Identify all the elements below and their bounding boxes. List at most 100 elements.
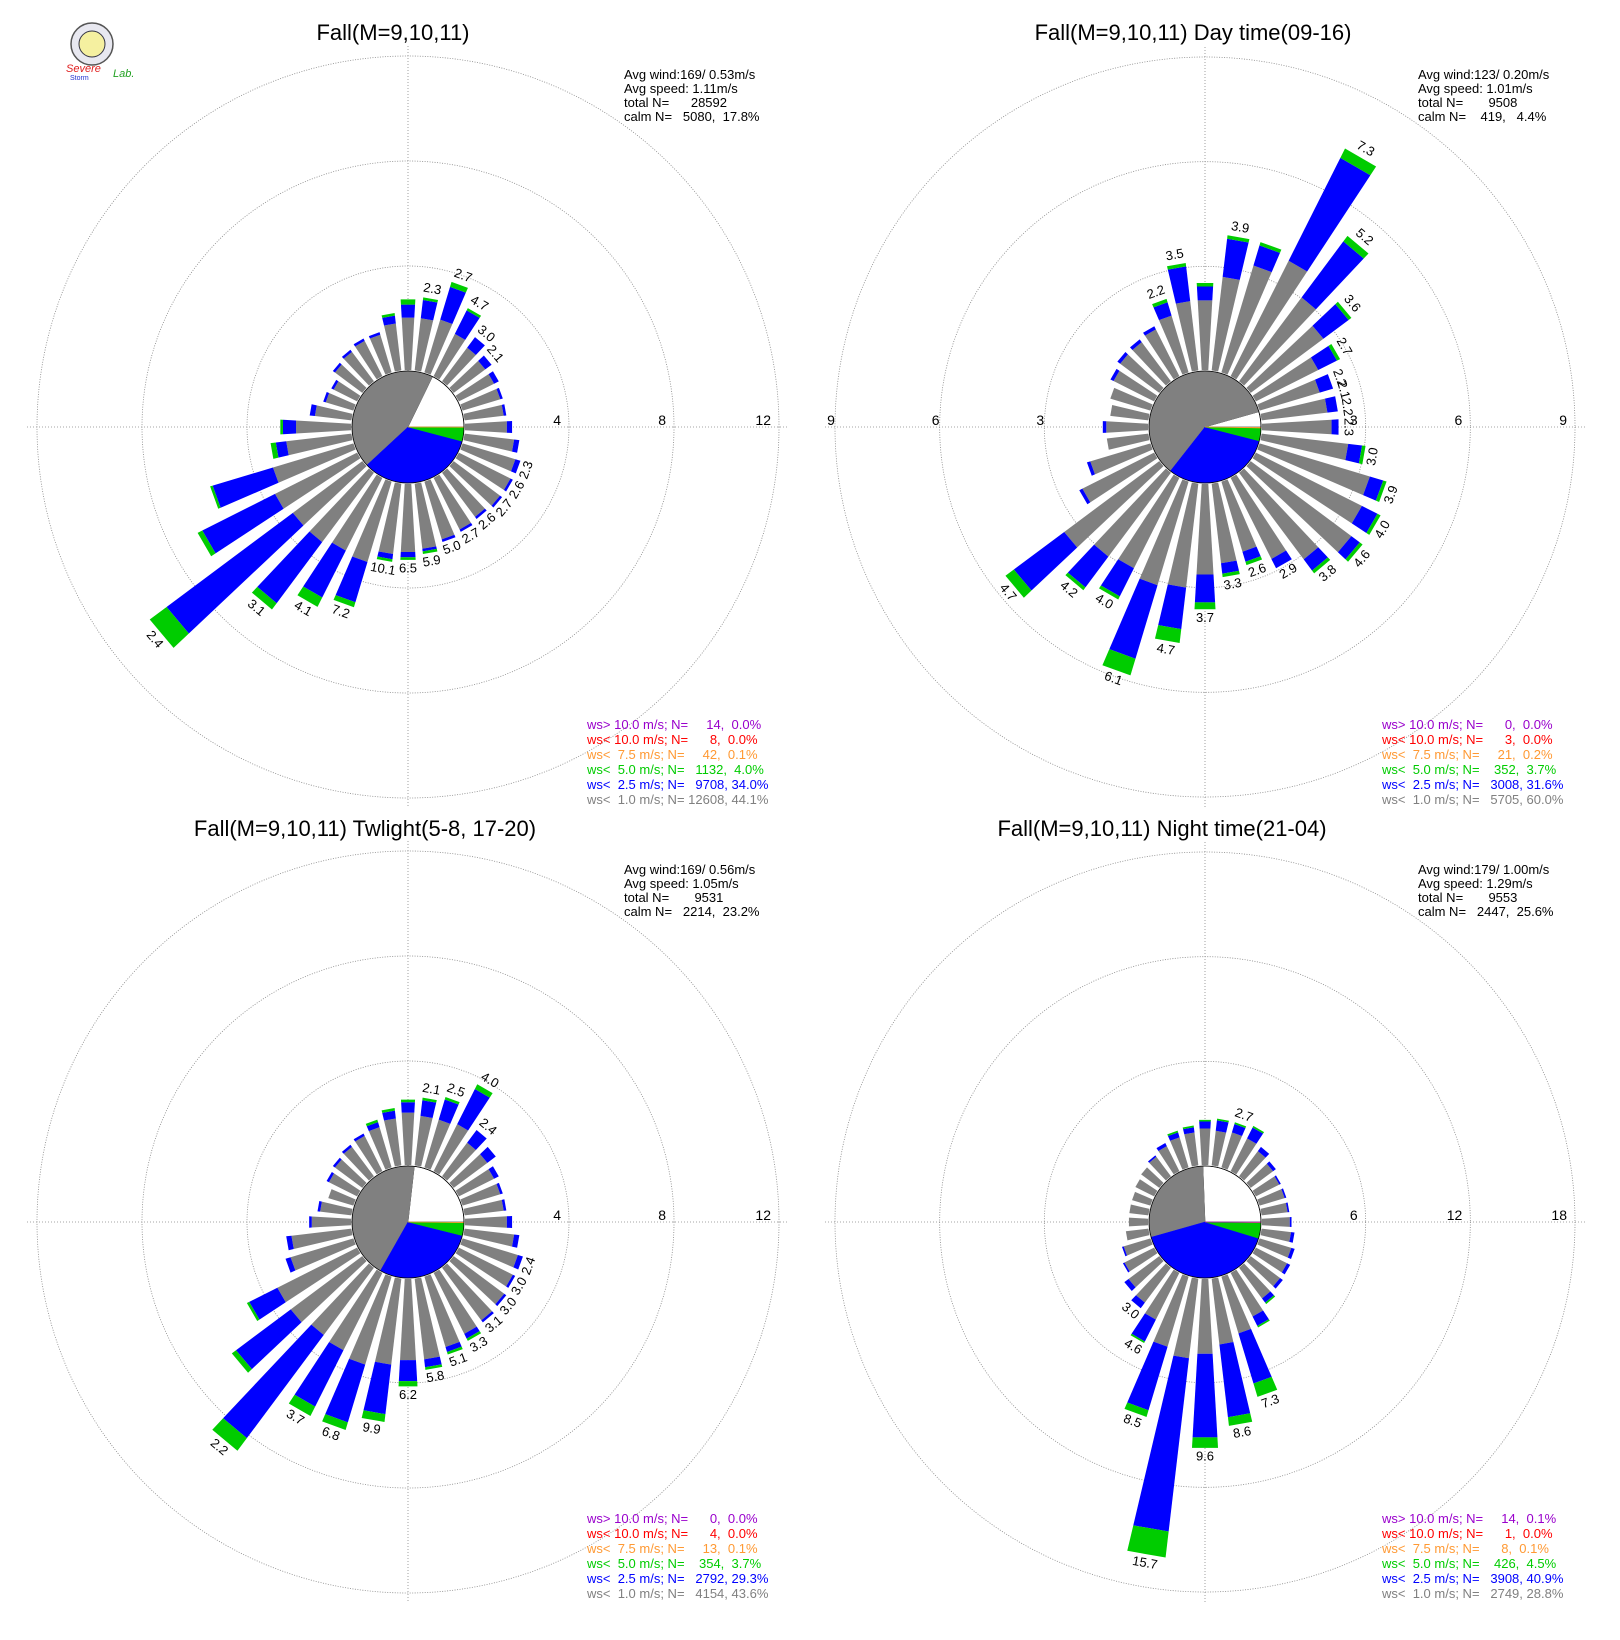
- wind-bar-50-lt2_5: [1266, 1161, 1276, 1172]
- wind-bar-20-lt2_5: [1253, 245, 1280, 273]
- wind-bar-20-lt2_5: [1231, 1123, 1246, 1137]
- wind-bar-260-lt1: [1106, 433, 1150, 450]
- wind-bar-230-lt1: [290, 1256, 367, 1323]
- wind-bar-210-lt2_5: [303, 542, 346, 598]
- wind-bar-300-lt2_5: [326, 1171, 335, 1183]
- wind-bar-330-lt1: [1158, 1146, 1180, 1175]
- wind-bar-50-lt1: [1246, 325, 1324, 393]
- bar-value-label: 3.9: [1230, 218, 1250, 236]
- wind-bar-230-lt2_5: [236, 1309, 302, 1370]
- wind-bar-240-lt1: [274, 452, 361, 509]
- wind-bar-160-lt5: [1245, 556, 1263, 566]
- wind-bar-230-lt2_5: [1013, 531, 1078, 591]
- legend-entry-lt2_5: ws< 2.5 m/s; N= 2792, 29.3%: [586, 1571, 769, 1586]
- bar-value-label: 2.3: [422, 280, 442, 298]
- legend-entry-lt7_5: ws< 7.5 m/s; N= 13, 0.1%: [586, 1541, 758, 1556]
- wind-rose-panel: Fall(M=9,10,11) Twlight(5-8, 17-20) 4 8 12 2…: [27, 816, 789, 1603]
- stat-line: total N= 9531: [624, 890, 723, 905]
- wind-bar-290-lt1: [325, 393, 356, 411]
- wind-bar-330-lt2_5: [1156, 1143, 1167, 1152]
- wind-bar-170-lt5: [425, 1364, 443, 1370]
- wind-bar-60-lt1: [455, 1169, 495, 1197]
- wind-bar-0-lt1: [1199, 1128, 1211, 1166]
- ring-label: 8: [658, 1207, 666, 1223]
- wind-bar-350-lt5: [381, 1108, 395, 1113]
- wind-bar-180-lt5: [400, 557, 416, 560]
- wind-bar-280-lt2_5: [317, 1201, 322, 1212]
- wind-bar-110-lt2_5: [513, 1254, 523, 1270]
- wind-bar-120-lt1: [1252, 1247, 1288, 1273]
- wind-bar-240-lt5: [246, 1301, 260, 1322]
- wind-bar-90-lt1: [1261, 1217, 1290, 1227]
- wind-bar-190-lt5: [361, 1410, 386, 1422]
- ring-gridline: [246, 265, 570, 589]
- wind-bar-310-lt1: [1120, 354, 1164, 393]
- wind-bar-100-lt1: [1260, 433, 1349, 461]
- wind-bar-190-lt5: [1154, 625, 1182, 644]
- wind-bar-160-lt2_5: [1242, 546, 1261, 562]
- wind-bar-130-lt2_5: [495, 1293, 507, 1307]
- bar-value-label: 3.7: [1196, 610, 1214, 625]
- wind-bar-80-lt2_5: [501, 1199, 507, 1211]
- wind-bar-320-lt1: [1149, 1156, 1171, 1181]
- wind-bar-350-lt1: [1184, 1132, 1199, 1167]
- stat-line: Avg speed: 1.11m/s: [624, 81, 738, 96]
- wind-bar-220-lt5: [1065, 572, 1086, 591]
- bar-value-label: 6.8: [320, 1423, 342, 1443]
- wind-bar-170-lt5: [1227, 1413, 1253, 1426]
- wind-bar-200-lt5: [1124, 1402, 1149, 1417]
- wind-bar-290-lt1: [328, 1189, 356, 1206]
- lab-name-storm: Storm: [70, 75, 89, 82]
- wind-bar-10-lt2_5: [1215, 1120, 1229, 1133]
- wind-bar-220-lt1: [309, 468, 374, 543]
- wind-bar-190-lt1: [1167, 482, 1199, 588]
- wind-bar-180-lt5: [398, 1381, 418, 1387]
- wind-bar-340-lt1: [369, 334, 392, 375]
- wind-bar-170-lt5: [1222, 570, 1240, 578]
- wind-bar-150-lt1: [433, 474, 472, 530]
- wind-bar-150-lt2_5: [1252, 1310, 1269, 1326]
- bar-value-label: 6.5: [399, 561, 417, 576]
- wind-bar-130-lt1: [1246, 461, 1352, 553]
- wind-bar-330-lt1: [355, 340, 383, 380]
- wind-bar-220-lt2_5: [1131, 1295, 1145, 1309]
- legend-entry-lt2_5: ws< 2.5 m/s; N= 3908, 40.9%: [1381, 1571, 1564, 1586]
- wind-bar-50-lt1: [449, 360, 486, 393]
- wind-bar-150-lt5: [1257, 1319, 1270, 1328]
- wind-bar-340-lt2_5: [1153, 302, 1172, 321]
- wind-bar-350-lt5: [1167, 262, 1187, 270]
- legend-entry-gt10: ws> 10.0 m/s; N= 14, 0.0%: [586, 717, 762, 732]
- ring-gridline: [834, 56, 1576, 798]
- wind-bar-350-lt2_5: [1167, 266, 1191, 304]
- stat-line: Avg speed: 1.05m/s: [624, 876, 739, 891]
- wind-bar-310-lt1: [334, 1159, 367, 1188]
- wind-bar-230-lt1: [1064, 461, 1164, 548]
- wind-bar-170-lt1: [1211, 482, 1237, 564]
- wind-bar-350-lt2_5: [1183, 1127, 1195, 1135]
- wind-bar-320-lt2_5: [341, 1144, 352, 1154]
- wind-bar-190-lt1: [374, 1277, 402, 1365]
- wind-rose-panel: Fall(M=9,10,11)4 8 122.32.74.73.02.12.32.6…: [27, 20, 789, 808]
- legend-entry-lt5: ws< 5.0 m/s; N= 352, 3.7%: [1381, 762, 1557, 777]
- wind-bar-350-lt1: [384, 1118, 402, 1167]
- wind-bar-110-lt1: [460, 1238, 518, 1268]
- wind-bar-30-lt1: [1230, 1138, 1257, 1175]
- bar-value-label: 9.9: [361, 1419, 381, 1437]
- wind-bar-100-lt1: [1260, 1228, 1292, 1242]
- wind-bar-90-lt2_5: [506, 1215, 513, 1229]
- wind-bar-300-lt1: [333, 381, 361, 402]
- calm-circle: [351, 1165, 465, 1279]
- bar-value-label: 2.2: [1339, 397, 1356, 417]
- wind-bar-20-lt1: [424, 319, 453, 375]
- wind-bar-260-lt1: [286, 433, 353, 456]
- wind-bar-150-lt1: [1230, 1269, 1264, 1317]
- wind-bar-40-lt2_5: [467, 337, 485, 355]
- wind-bar-10-lt1: [1211, 276, 1240, 372]
- bar-value-label: 7.2: [330, 601, 352, 621]
- wind-bar-160-lt1: [1221, 1274, 1252, 1334]
- bar-value-label: 7.3: [1259, 1391, 1281, 1411]
- wind-bar-80-lt1: [463, 404, 504, 421]
- bar-value-label: 2.5: [445, 1080, 467, 1100]
- wind-bar-270-lt1: [311, 1216, 352, 1228]
- wind-bar-190-lt5: [1127, 1525, 1169, 1558]
